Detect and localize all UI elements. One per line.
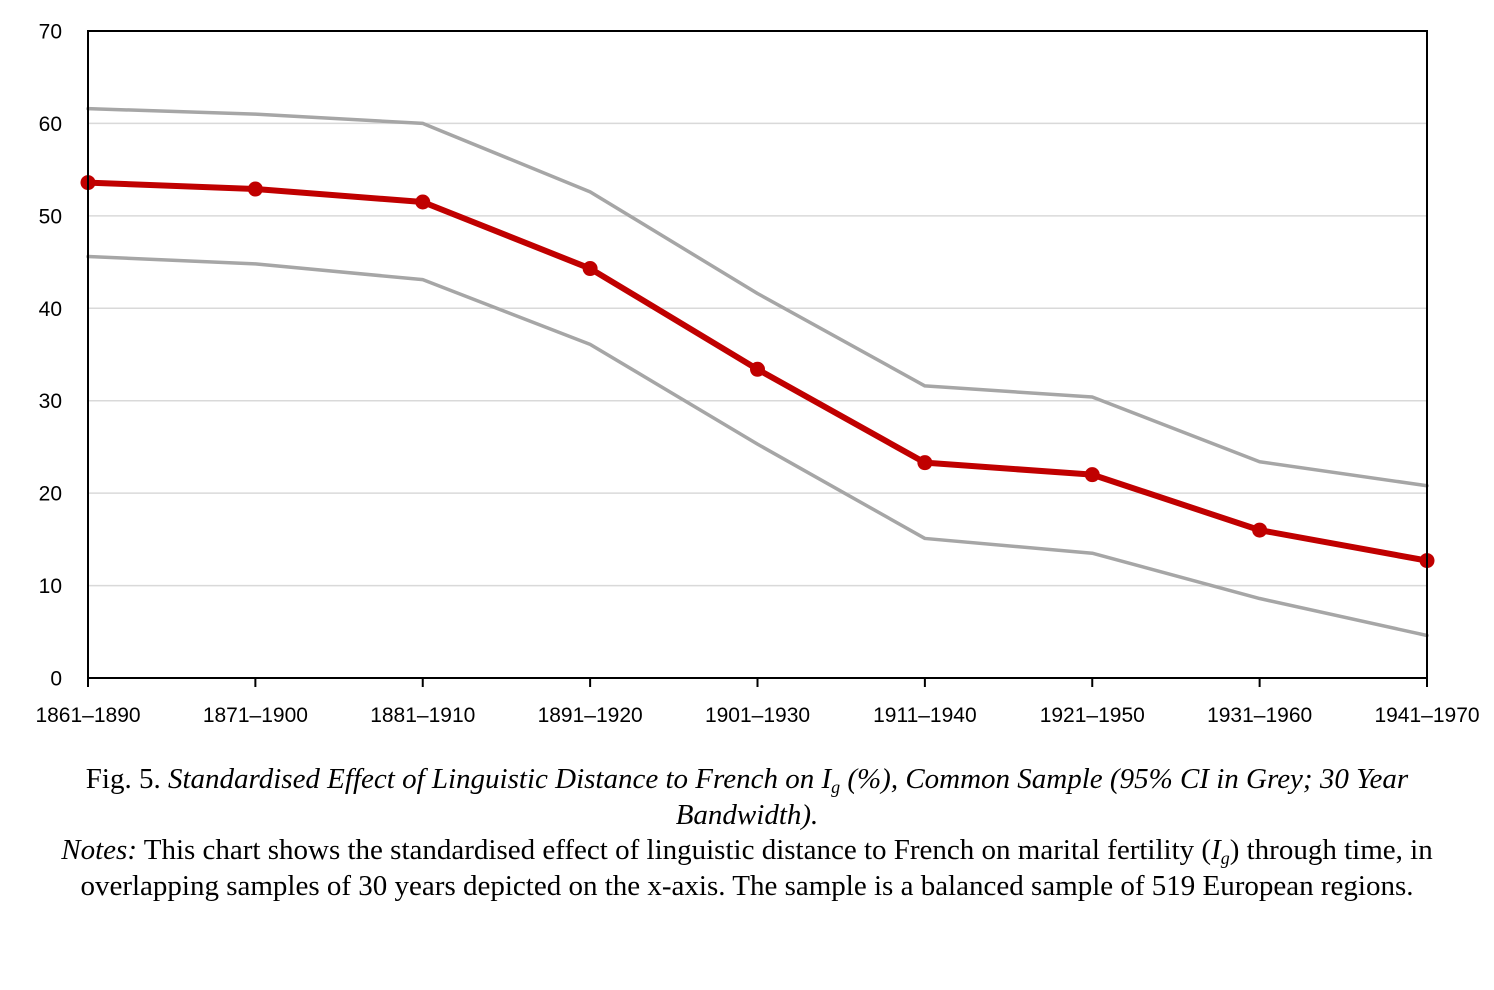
y-tick-label: 0 (50, 668, 62, 691)
data-point (582, 261, 598, 277)
notes-text-end: ) through time, in overlapping samples o… (80, 834, 1433, 902)
caption-title-subscript: g (831, 777, 841, 798)
data-point (1084, 467, 1100, 483)
y-tick-label: 50 (39, 205, 62, 228)
axis-layer: 0 10 20 30 40 50 60 70 1861–1890 1871–1900 1881–19… (35, 21, 1479, 728)
series-line-ci-lower (86, 254, 1429, 638)
x-tick-label: 1941–1970 (1374, 704, 1479, 727)
data-point (750, 361, 765, 377)
series-layer (80, 106, 1435, 638)
notes-ig: I (1211, 834, 1221, 866)
figure-label: Fig. 5. (85, 763, 161, 795)
data-point (415, 194, 431, 210)
x-tick-label: 1861–1890 (35, 704, 140, 727)
data-point (917, 455, 933, 471)
notes-label: Notes: (61, 834, 137, 866)
caption-title-text: Standardised Effect of Linguistic Distan… (167, 763, 832, 795)
x-tick-label: 1891–1920 (538, 704, 643, 727)
notes-text: This chart shows the standardised effect… (137, 834, 1212, 866)
x-tick-label: 1931–1960 (1207, 704, 1312, 727)
y-tick-label: 70 (39, 21, 62, 44)
y-tick-label: 10 (39, 575, 62, 598)
figure-caption: Fig. 5. Standardised Effect of Linguisti… (20, 762, 1474, 904)
y-tick-label: 40 (39, 298, 62, 321)
data-point (1252, 522, 1268, 538)
caption-title-text-end: (%), Common Sample (95% CI in Grey; 30 Y… (675, 763, 1409, 831)
caption-title: Fig. 5. Standardised Effect of Linguisti… (20, 762, 1474, 833)
x-tick-label: 1921–1950 (1040, 704, 1145, 727)
notes-ig-subscript: g (1220, 848, 1230, 869)
y-tick-label: 30 (39, 390, 62, 413)
x-tick-label: 1881–1910 (370, 704, 475, 727)
x-tick-label: 1901–1930 (705, 704, 810, 727)
data-point (247, 181, 263, 197)
y-tick-label: 60 (39, 113, 62, 136)
gridlines (88, 122, 1427, 587)
x-tick-label: 1871–1900 (203, 704, 308, 727)
caption-notes: Notes: This chart shows the standardised… (20, 833, 1474, 904)
x-tick-label: 1911–1940 (873, 704, 977, 727)
line-chart: 0 10 20 30 40 50 60 70 1861–1890 1871–1900 1881–19… (35, 21, 1479, 728)
y-tick-label: 20 (39, 483, 62, 506)
plot-frame (87, 30, 1428, 679)
series-line-ci-upper (86, 106, 1429, 488)
